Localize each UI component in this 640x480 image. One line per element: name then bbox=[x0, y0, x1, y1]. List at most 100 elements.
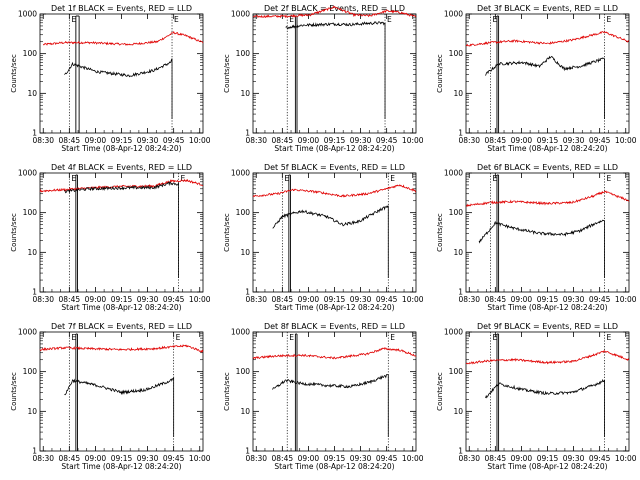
events-rate-line bbox=[64, 58, 173, 119]
events-rate-line bbox=[64, 181, 179, 278]
y-tick-label: 1 bbox=[458, 288, 463, 297]
x-tick-label: 09:45 bbox=[376, 136, 398, 145]
x-tick-label: 09:45 bbox=[163, 136, 185, 145]
y-tick-label: 1 bbox=[245, 129, 250, 138]
detector-panel-4: Det 4f BLACK = Events, RED = LLD 1 10 100 10… bbox=[10, 163, 211, 312]
x-tick-label: 09:15 bbox=[324, 295, 346, 304]
y-tick-label: 100 bbox=[23, 208, 38, 217]
x-tick-label: 09:15 bbox=[111, 454, 133, 463]
y-tick-label: 10 bbox=[27, 248, 37, 257]
event-glyph: E bbox=[492, 333, 497, 342]
event-glyph: E bbox=[492, 15, 497, 24]
x-tick-label: 09:30 bbox=[563, 295, 585, 304]
events-rate-line bbox=[272, 205, 389, 278]
y-tick-label: 10 bbox=[453, 248, 463, 257]
event-glyph: E bbox=[174, 15, 179, 24]
y-tick-label: 10 bbox=[453, 407, 463, 416]
x-tick-label: 09:00 bbox=[298, 295, 320, 304]
panel-title: Det 5f BLACK = Events, RED = LLD bbox=[264, 163, 405, 172]
y-tick-label: 1000 bbox=[444, 328, 463, 337]
x-axis-label: Start Time (08-Apr-12 08:24:20) bbox=[487, 303, 607, 312]
detector-panel-9: Det 9f BLACK = Events, RED = LLD 1 10 100 10… bbox=[436, 322, 637, 471]
x-tick-label: 08:30 bbox=[458, 136, 480, 145]
y-axis-label: Counts/sec bbox=[10, 372, 18, 411]
panel-title: Det 2f BLACK = Events, RED = LLD bbox=[264, 4, 405, 13]
x-tick-label: 09:45 bbox=[376, 454, 398, 463]
x-tick-label: 08:30 bbox=[458, 454, 480, 463]
event-glyph: E bbox=[607, 333, 612, 342]
y-tick-label: 1 bbox=[245, 288, 250, 297]
event-glyph: E bbox=[289, 333, 294, 342]
x-tick-label: 10:00 bbox=[189, 295, 211, 304]
y-tick-label: 100 bbox=[236, 208, 251, 217]
x-tick-label: 08:45 bbox=[59, 295, 81, 304]
event-glyph: E bbox=[71, 174, 76, 183]
y-tick-label: 10 bbox=[240, 89, 250, 98]
detector-panel-2: Det 2f BLACK = Events, RED = LLD 1 10 100 10… bbox=[223, 4, 424, 153]
y-tick-label: 1 bbox=[458, 447, 463, 456]
event-glyph: E bbox=[289, 15, 294, 24]
x-tick-label: 10:00 bbox=[402, 295, 424, 304]
event-glyph: E bbox=[71, 333, 76, 342]
y-tick-label: 1 bbox=[458, 129, 463, 138]
event-glyph: E bbox=[390, 174, 395, 183]
detector-panel-6: Det 6f BLACK = Events, RED = LLD 1 10 100 10… bbox=[436, 163, 637, 312]
x-tick-label: 09:45 bbox=[589, 136, 611, 145]
y-axis-label: Counts/sec bbox=[223, 372, 231, 411]
x-tick-label: 10:00 bbox=[402, 136, 424, 145]
x-tick-label: 09:15 bbox=[111, 136, 133, 145]
x-tick-label: 09:00 bbox=[298, 454, 320, 463]
y-tick-label: 10 bbox=[27, 89, 37, 98]
events-rate-line bbox=[285, 21, 386, 119]
x-tick-label: 09:30 bbox=[350, 136, 372, 145]
lld-rate-line bbox=[465, 30, 630, 47]
panel-title: Det 9f BLACK = Events, RED = LLD bbox=[477, 322, 618, 331]
y-axis-label: Counts/sec bbox=[223, 54, 231, 93]
detector-panel-5: Det 5f BLACK = Events, RED = LLD 1 10 100 10… bbox=[223, 163, 424, 312]
x-tick-label: 08:30 bbox=[245, 136, 267, 145]
plot-frame bbox=[252, 172, 417, 293]
x-tick-label: 09:45 bbox=[163, 454, 185, 463]
panel-title: Det 7f BLACK = Events, RED = LLD bbox=[51, 322, 192, 331]
panel-title: Det 3f BLACK = Events, RED = LLD bbox=[477, 4, 618, 13]
x-tick-label: 09:30 bbox=[137, 454, 159, 463]
event-glyph: E bbox=[176, 333, 181, 342]
y-tick-label: 10 bbox=[453, 89, 463, 98]
lld-rate-line bbox=[39, 178, 204, 193]
events-rate-line bbox=[485, 378, 605, 437]
x-tick-label: 09:30 bbox=[563, 454, 585, 463]
detector-panel-3: Det 3f BLACK = Events, RED = LLD 1 10 100 10… bbox=[436, 4, 637, 153]
x-tick-label: 09:45 bbox=[589, 454, 611, 463]
x-tick-label: 10:00 bbox=[615, 295, 637, 304]
x-tick-label: 09:45 bbox=[376, 295, 398, 304]
y-tick-label: 1000 bbox=[231, 10, 250, 19]
y-tick-label: 1 bbox=[32, 129, 37, 138]
events-rate-line bbox=[272, 373, 389, 437]
event-glyph: E bbox=[387, 15, 392, 24]
panel-title: Det 1f BLACK = Events, RED = LLD bbox=[51, 4, 192, 13]
x-tick-label: 09:15 bbox=[324, 454, 346, 463]
x-axis-label: Start Time (08-Apr-12 08:24:20) bbox=[274, 303, 394, 312]
x-axis-label: Start Time (08-Apr-12 08:24:20) bbox=[61, 462, 181, 471]
x-axis-label: Start Time (08-Apr-12 08:24:20) bbox=[487, 462, 607, 471]
detector-panel-7: Det 7f BLACK = Events, RED = LLD 1 10 100 10… bbox=[10, 322, 211, 471]
x-tick-label: 09:15 bbox=[324, 136, 346, 145]
y-axis-label: Counts/sec bbox=[436, 372, 444, 411]
lld-rate-line bbox=[252, 5, 417, 19]
y-tick-label: 100 bbox=[236, 49, 251, 58]
x-tick-label: 09:15 bbox=[537, 295, 559, 304]
y-tick-label: 1 bbox=[32, 288, 37, 297]
lld-rate-line bbox=[39, 344, 204, 354]
y-tick-label: 1 bbox=[32, 447, 37, 456]
event-glyph: E bbox=[607, 174, 612, 183]
x-tick-label: 08:45 bbox=[485, 454, 507, 463]
y-axis-label: Counts/sec bbox=[223, 213, 231, 252]
x-tick-label: 10:00 bbox=[402, 454, 424, 463]
y-tick-label: 1000 bbox=[444, 169, 463, 178]
events-rate-line bbox=[485, 55, 605, 119]
x-tick-label: 09:15 bbox=[537, 136, 559, 145]
y-tick-label: 1000 bbox=[18, 10, 37, 19]
y-tick-label: 1000 bbox=[231, 328, 250, 337]
lld-rate-line bbox=[252, 184, 417, 198]
